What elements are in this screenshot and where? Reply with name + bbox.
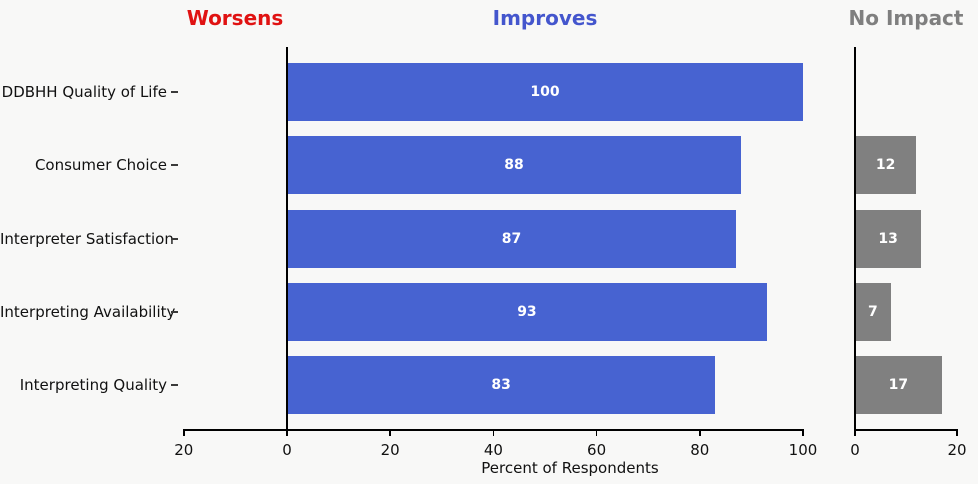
x-tick-mark: [595, 429, 598, 436]
category-label: Consumer Choice: [34, 156, 167, 175]
panel-title-no-impact: No Impact: [848, 6, 964, 30]
x-tick-label: 20: [174, 441, 194, 459]
y-tick-mark: [171, 310, 178, 313]
x-tick-mark: [854, 429, 856, 436]
y-tick-mark: [171, 384, 178, 387]
x-tick-mark: [286, 429, 288, 436]
bar-value-label: 93: [517, 303, 537, 320]
x-axis-title: Percent of Respondents: [481, 459, 659, 477]
bar-improves: 83: [287, 356, 716, 415]
bar-no-impact: 13: [855, 209, 922, 268]
x-tick-mark: [389, 429, 391, 436]
bar-no-impact: 12: [855, 136, 917, 195]
bar-no-impact: 7: [855, 282, 891, 341]
bar-value-label: 12: [875, 157, 896, 174]
x-tick-label: 0: [850, 441, 860, 459]
bar-value-label: 17: [888, 377, 909, 394]
bar-improves: 100: [287, 63, 803, 121]
right-x-axis-line: [855, 429, 957, 431]
x-tick-mark: [802, 429, 804, 436]
bar-value-label: 88: [504, 157, 524, 174]
y-tick-mark: [171, 237, 178, 240]
main-zero-spine: [286, 47, 288, 429]
x-tick-mark: [699, 429, 701, 436]
bar-value-label: 83: [491, 377, 511, 394]
x-tick-mark: [956, 429, 958, 436]
x-tick-label: 40: [483, 441, 503, 459]
x-tick-label: 100: [788, 441, 818, 459]
category-label: Interpreting Availability: [0, 302, 176, 321]
x-tick-mark: [183, 429, 185, 436]
category-label: Interpreting Quality: [19, 376, 167, 395]
bar-improves: 88: [287, 136, 742, 195]
x-tick-mark: [492, 429, 495, 436]
panel-title-worsens: Worsens: [186, 6, 284, 30]
panel-title-improves: Improves: [492, 6, 598, 30]
bar-no-impact: 17: [855, 356, 942, 415]
x-tick-label: 0: [282, 441, 292, 459]
x-tick-label: 80: [690, 441, 710, 459]
bar-improves: 93: [287, 282, 767, 341]
right-left-spine: [854, 47, 856, 429]
bar-value-label: 7: [867, 303, 878, 320]
bar-improves: 87: [287, 209, 736, 268]
category-label: Interpreter Satisfaction: [0, 229, 174, 248]
x-tick-label: 20: [947, 441, 967, 459]
category-label: DDBHH Quality of Life: [1, 83, 167, 101]
bar-value-label: 13: [878, 230, 898, 247]
y-tick-mark: [171, 164, 178, 167]
x-tick-label: 60: [587, 441, 607, 459]
y-tick-mark: [171, 91, 178, 93]
x-tick-label: 20: [380, 441, 400, 459]
bar-value-label: 100: [530, 84, 560, 100]
bar-value-label: 87: [501, 230, 522, 247]
